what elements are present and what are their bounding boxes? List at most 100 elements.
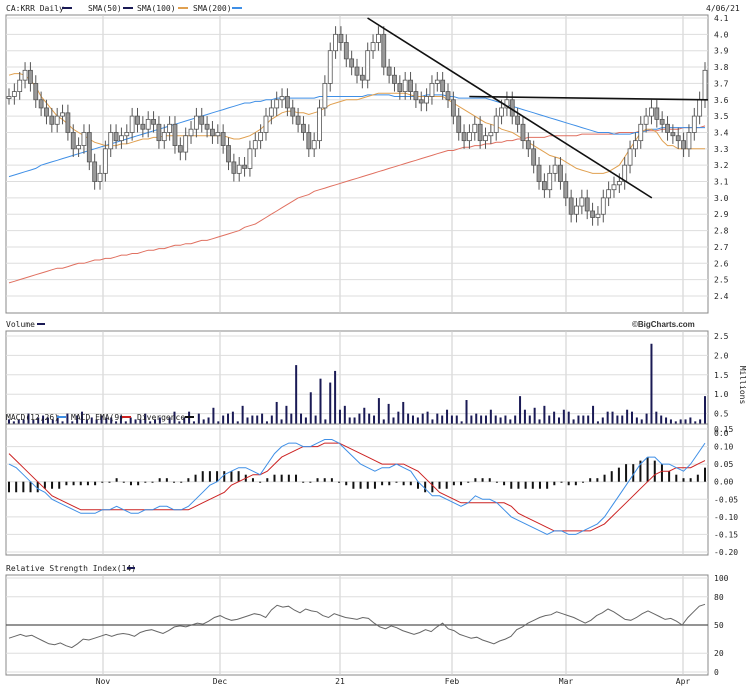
macd-ema-title: MACD EMA(9) [71, 413, 124, 422]
divergence-bar [251, 478, 254, 482]
divergence-bar [395, 481, 398, 483]
candle-body [472, 123, 478, 133]
price-tick-label: 3.2 [714, 161, 729, 170]
divergence-bar [567, 481, 570, 486]
divergence-bar [517, 481, 520, 489]
price-tick-label: 2.7 [714, 243, 729, 252]
divergence-bar [524, 481, 527, 489]
candle-body [290, 107, 296, 117]
volume-bar [300, 413, 303, 433]
divergence-bar [266, 478, 269, 482]
candle-body [376, 33, 381, 43]
candle-body [193, 115, 199, 130]
divergence-bar [338, 481, 341, 483]
price-tick-label: 3.3 [714, 145, 729, 154]
divergence-bar [158, 478, 161, 482]
candle-body [97, 172, 103, 182]
divergence-bar [653, 460, 656, 482]
candle-body [488, 132, 494, 137]
divergence-bar [94, 481, 97, 486]
divergence-bar [330, 478, 333, 482]
divergence-bar [632, 464, 635, 482]
divergence-bar [22, 481, 25, 493]
candle-body [359, 74, 365, 81]
candle-body [301, 123, 306, 133]
macd-panel-frame [5, 423, 709, 556]
volume-bar [319, 378, 322, 433]
candle-body [343, 42, 349, 60]
candle-body [649, 107, 654, 117]
price-tick-label: 4.1 [714, 14, 729, 23]
divergence-bar [409, 481, 412, 486]
candle-body [440, 79, 446, 92]
brand-label: ©BigCharts.com [632, 320, 695, 329]
volume-unit-label: Millions [738, 366, 746, 405]
divergence-bar [144, 481, 147, 483]
volume-y-axis: 2.5 2.0 1.5 1.0 0.5 0.0 [714, 332, 729, 438]
divergence-bar [617, 467, 620, 482]
divergence-bar [668, 471, 671, 482]
candle-body [65, 112, 71, 133]
candle-body [236, 164, 242, 174]
candle-body [354, 66, 360, 76]
divergence-bar [488, 478, 491, 482]
volume-bar [426, 411, 429, 433]
candle-body [311, 140, 317, 150]
divergence-bar [259, 481, 262, 483]
candle-body [579, 197, 585, 207]
divergence-bar [452, 481, 455, 486]
price-y-axis: 4.1 4.0 3.9 3.8 3.7 3.6 3.5 3.4 3.3 3.2 3.1 3.0 2.9 2… [714, 14, 729, 301]
candle-body [226, 145, 231, 163]
rsi-title: Relative Strength Index(14) [6, 564, 136, 573]
divergence-bar [230, 471, 233, 482]
divergence-bar [366, 481, 369, 489]
rsi-tick-label: 50 [714, 621, 724, 630]
candle-body [445, 91, 451, 101]
candle-body [461, 132, 467, 142]
divergence-bars [8, 457, 706, 493]
candle-body [204, 123, 210, 130]
volume-bar [173, 411, 176, 433]
candle-body [247, 148, 253, 169]
volume-bar [655, 411, 658, 433]
candle-body [541, 181, 547, 191]
rsi-tick-label: 20 [714, 649, 724, 658]
candle-body [483, 135, 488, 142]
divergence-bar [173, 481, 176, 483]
candle-body [322, 83, 328, 109]
price-grid [6, 15, 708, 313]
divergence-bar [8, 481, 10, 493]
candle-body [627, 148, 633, 166]
macd-tick-label: -0.20 [714, 548, 738, 557]
volume-bar [592, 405, 595, 433]
price-tick-label: 2.6 [714, 259, 729, 268]
candle-body [28, 69, 33, 84]
candle-body [365, 50, 371, 81]
macd-tick-label: 0.15 [714, 425, 733, 434]
candle-body [606, 189, 612, 199]
volume-bar [334, 370, 337, 433]
candle-body [54, 115, 60, 125]
candle-body [370, 42, 376, 52]
candle-body [44, 107, 49, 117]
candle-body [60, 112, 65, 117]
candle-body [49, 115, 55, 125]
divergence-bar [216, 471, 219, 482]
divergence-bar [86, 481, 89, 486]
candle-body [349, 58, 355, 68]
volume-bar [650, 343, 653, 433]
divergence-bar [345, 481, 348, 486]
candle-body [124, 132, 130, 137]
divergence-bar [287, 474, 290, 482]
candle-body [86, 132, 92, 163]
divergence-bar [165, 478, 168, 482]
divergence-bar [438, 481, 441, 489]
candle-body [600, 197, 606, 215]
volume-bar [338, 409, 341, 433]
macd-tick-label: 0.05 [714, 460, 733, 469]
macd-tick-label: -0.05 [714, 495, 738, 504]
volume-bar [231, 411, 234, 433]
price-tick-label: 3.4 [714, 128, 729, 137]
candle-body [434, 79, 440, 84]
volume-tick-label: 2.0 [714, 351, 729, 360]
